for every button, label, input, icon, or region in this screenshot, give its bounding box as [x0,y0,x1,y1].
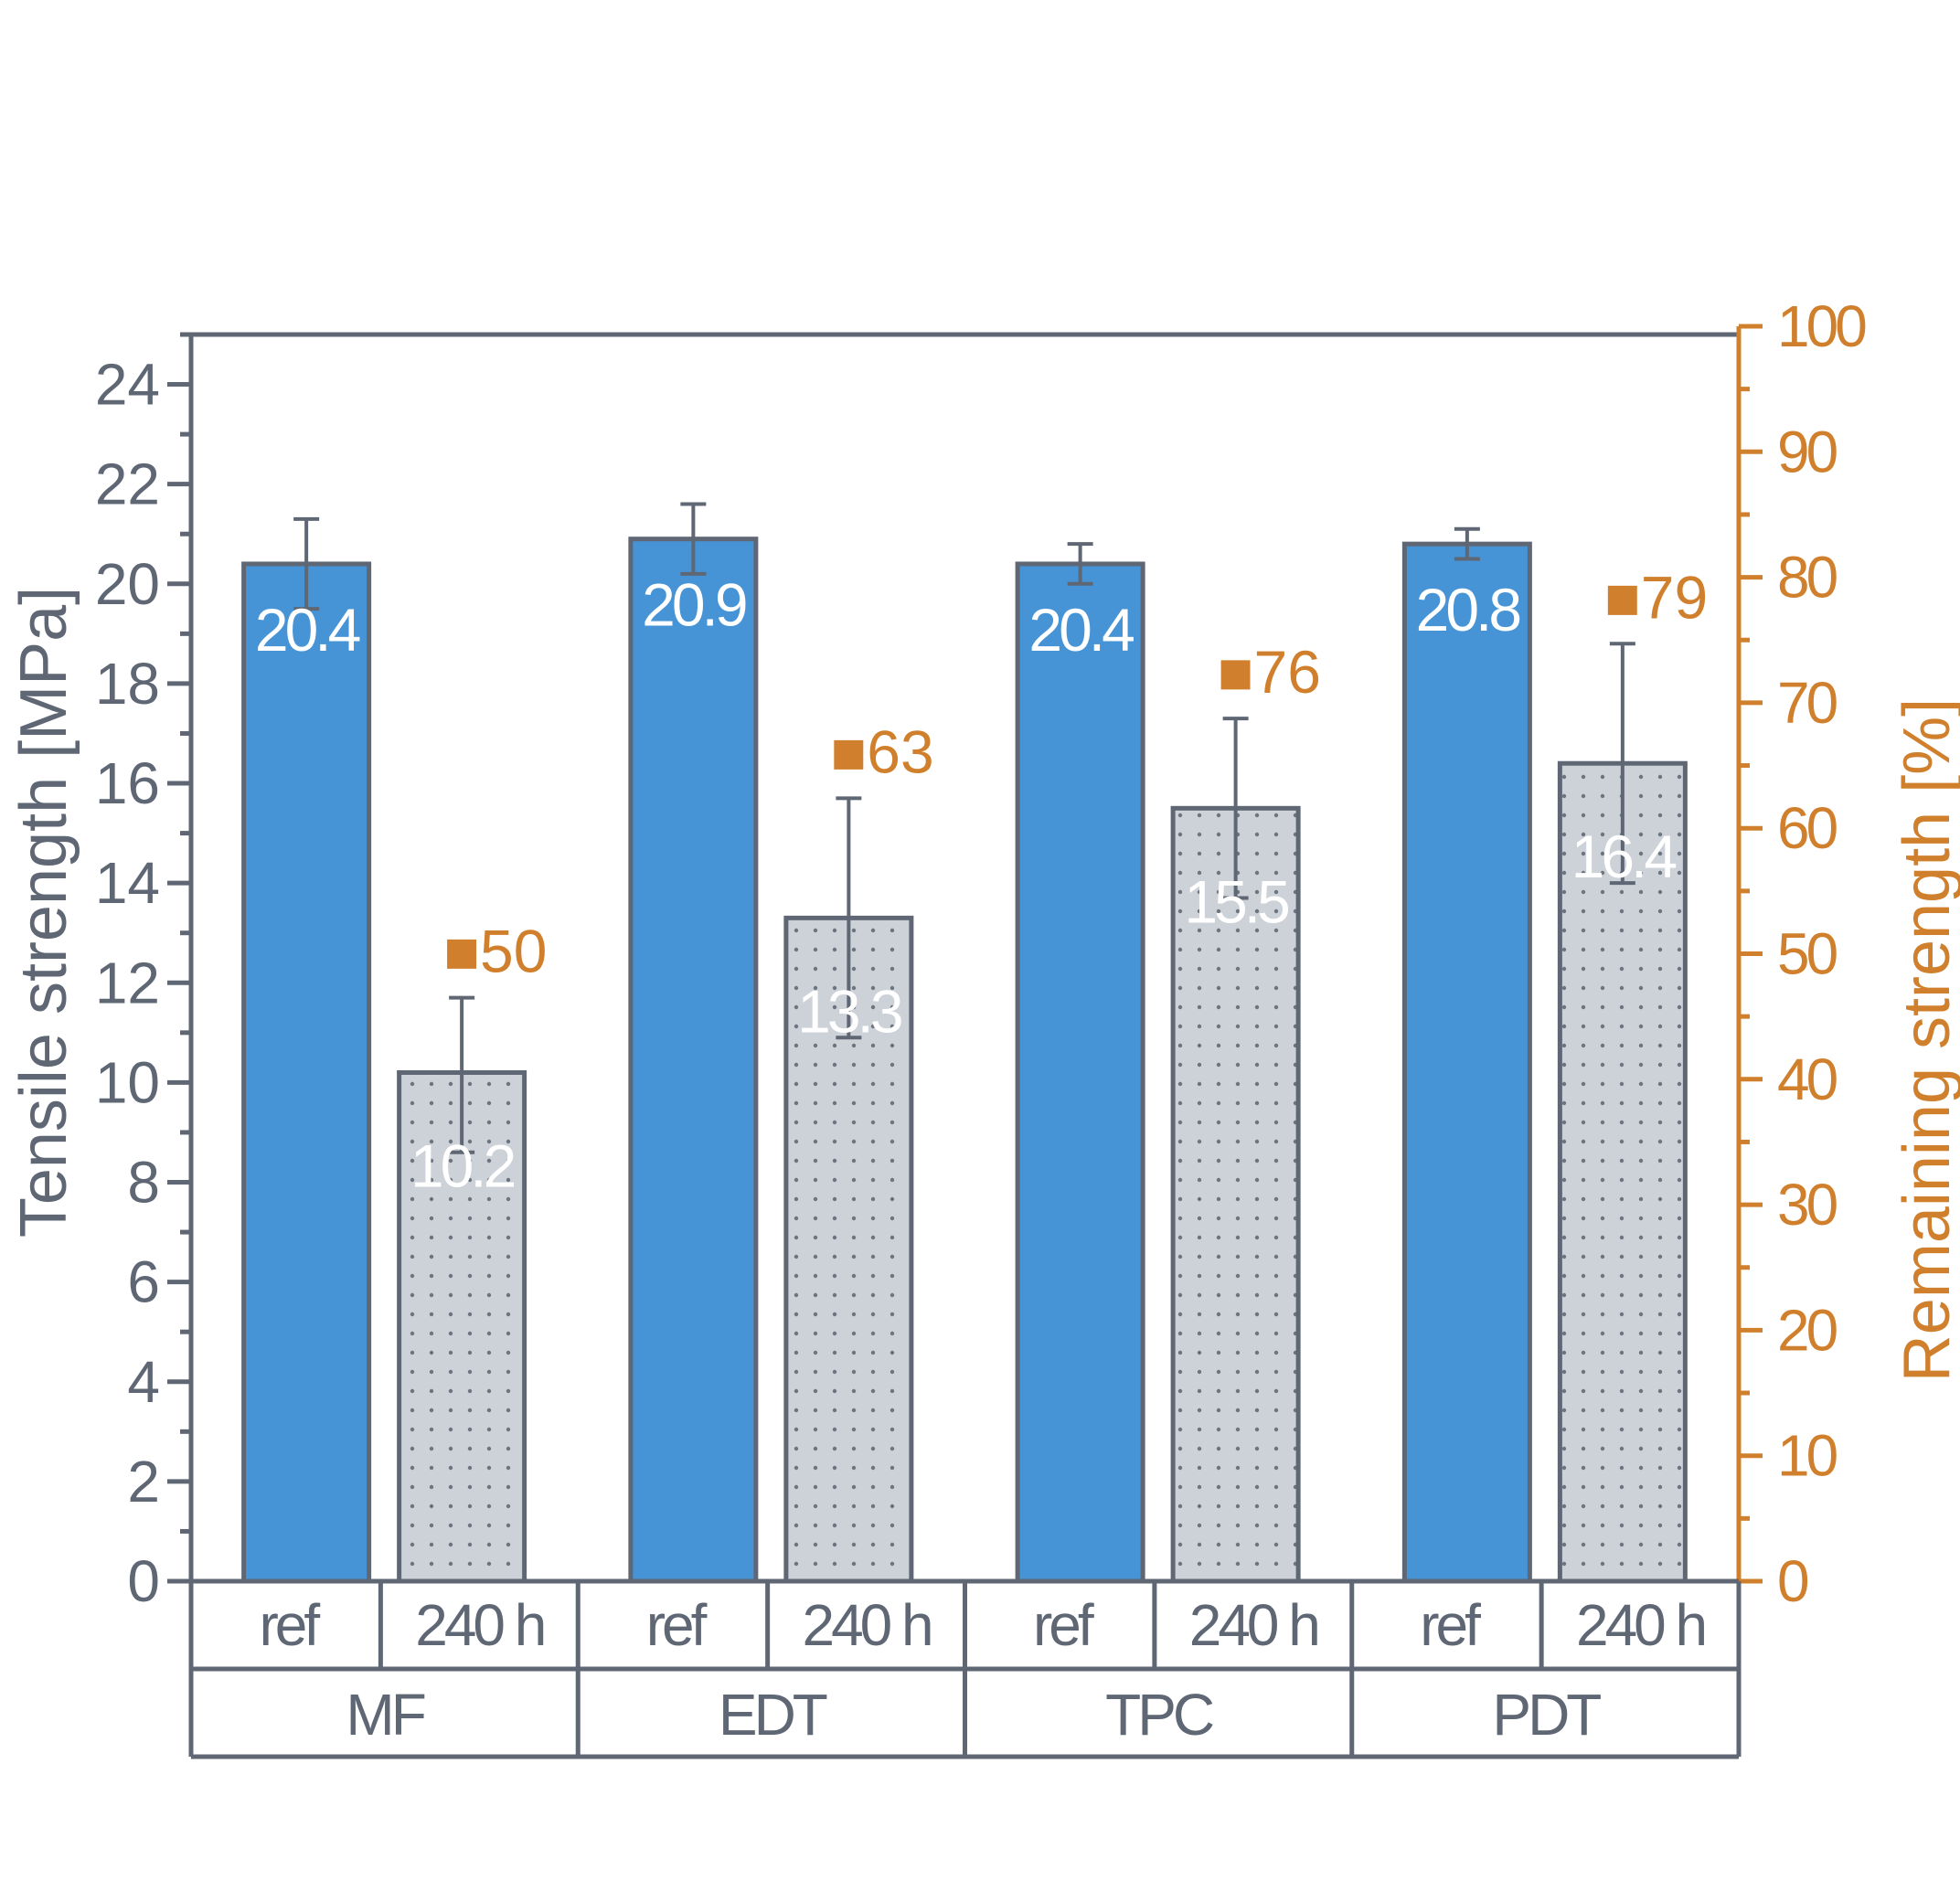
y2-axis-title: Remaining strength [%] [1891,698,1960,1382]
bar-value-label: 13.3 [797,977,901,1045]
subcategory-label: ref [259,1592,320,1658]
y-tick-label: 10 [95,1049,160,1115]
y-tick-label: 24 [95,352,160,418]
remaining-strength-label: ■79 [1604,563,1708,631]
y-tick-label: 22 [95,452,160,517]
subcategory-label: ref [1420,1592,1481,1658]
error-bars [293,502,1635,1154]
y2-tick-label: 60 [1777,795,1838,861]
y-tick-label: 16 [95,750,160,816]
y-tick-label: 0 [127,1548,160,1614]
y-tick-label: 4 [127,1349,160,1415]
y-tick-label: 6 [127,1249,160,1315]
bar-value-label: 20.9 [642,571,746,639]
subcategory-label: 240 h [1576,1592,1705,1658]
y2-tick-label: 90 [1777,419,1838,484]
y-tick-label: 8 [127,1150,160,1216]
bar-240h [1557,760,1688,1584]
value-labels: 20.4 20.9 20.4 20.8 10.2 13.3 15.5 16.4 ■50 ■63 ■7… [255,563,1708,1199]
right-axis: 0 10 20 30 40 50 60 70 80 90 100 [1736,293,1869,1614]
y2-tick-label: 20 [1777,1297,1838,1363]
subcategory-label: ref [1033,1592,1094,1658]
bar-240h [397,1069,527,1584]
bar-value-label: 15.5 [1184,867,1288,935]
bar-ref [1015,561,1145,1584]
y2-tick-label: 70 [1777,670,1838,736]
bar-value-label: 20.4 [255,596,360,664]
bar-240h [1170,805,1301,1584]
group-label: PDT [1492,1682,1601,1748]
subcategory-label: ref [646,1592,708,1658]
remaining-strength-label: ■63 [830,717,933,785]
remaining-strength-label: ■76 [1218,638,1321,706]
y-tick-label: 20 [95,551,160,617]
subcategory-label: 240 h [1189,1592,1318,1658]
subcategory-label: 240 h [802,1592,931,1658]
y2-tick-label: 40 [1777,1047,1838,1112]
y2-tick-label: 100 [1777,293,1866,359]
y2-tick-label: 30 [1777,1172,1838,1238]
bar-value-label: 20.4 [1028,596,1134,664]
y-tick-label: 14 [95,850,160,916]
y-tick-label: 18 [95,651,160,717]
group-label: EDT [719,1682,827,1748]
subcategory-label: 240 h [415,1592,544,1658]
y2-tick-label: 80 [1777,545,1838,611]
y-tick-label: 2 [127,1449,160,1514]
remaining-strength-label: ■50 [443,918,547,985]
y-tick-label: 12 [95,950,160,1015]
bar-value-label: 10.2 [410,1132,515,1199]
y-axis-title: Tensile strength [MPa] [7,587,80,1238]
bar-value-label: 16.4 [1571,823,1677,890]
y2-tick-label: 50 [1777,921,1838,987]
y2-tick-label: 10 [1777,1423,1838,1489]
bar-ref [1401,541,1532,1584]
bar-value-label: 20.8 [1416,576,1520,643]
bar-ref [241,561,372,1584]
y2-tick-label: 0 [1777,1548,1808,1614]
bar-ref [628,537,759,1584]
group-label: TPC [1105,1682,1213,1748]
group-label: MF [346,1682,424,1748]
